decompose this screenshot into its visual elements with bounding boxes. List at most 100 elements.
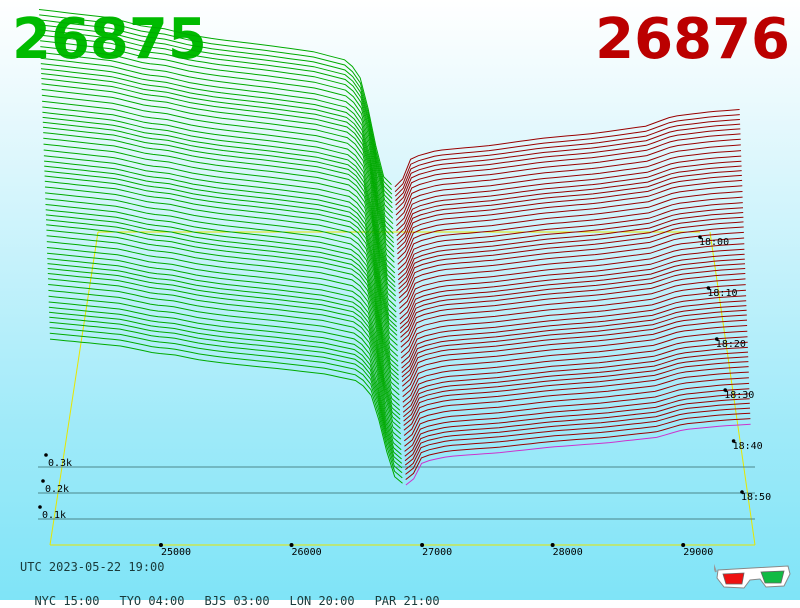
- time-tick-label: 18:50: [741, 492, 771, 503]
- bid-slice-line: [41, 78, 395, 248]
- ask-slice-line: [404, 393, 750, 457]
- bid-slice-line: [45, 204, 399, 362]
- bid-slice-line: [41, 89, 395, 258]
- bid-slice-line: [48, 306, 402, 455]
- bid-slice-line: [40, 68, 394, 239]
- bid-slice-line: [43, 132, 397, 297]
- ask-slice-line: [400, 268, 746, 338]
- ask-slice-line: [398, 216, 744, 290]
- ask-slice-line: [396, 150, 742, 227]
- time-tick-dot: [723, 388, 727, 392]
- volume-tick-label: 0.2k: [45, 484, 69, 495]
- ask-slice-line: [403, 361, 749, 426]
- bid-slice-line: [45, 209, 399, 367]
- bid-slice-line: [39, 14, 393, 190]
- city-times: NYC 15:00 TYO 04:00 BJS 03:00 LON 20:00 PAR …: [20, 580, 460, 608]
- ask-slice-line: [394, 119, 740, 197]
- bid-slice-line: [41, 83, 395, 253]
- volume-tick-label: 0.1k: [42, 510, 66, 521]
- bid-slice-line: [40, 63, 394, 235]
- bid-slice-line: [39, 34, 393, 209]
- ask-slice-line: [401, 300, 747, 369]
- ask-slice-line: [397, 202, 743, 276]
- time-tick-label: 18:20: [716, 339, 746, 350]
- bid-slice-line: [42, 126, 396, 292]
- ask-slice-line: [404, 388, 750, 452]
- 3d-glasses-icon[interactable]: [714, 560, 794, 592]
- bid-slice-line: [38, 9, 392, 186]
- ask-slice-line: [402, 336, 748, 403]
- x-tick-dot: [158, 543, 163, 547]
- time-tick-dot: [698, 235, 702, 239]
- ask-slice-line: [405, 407, 751, 470]
- ask-slice-line: [397, 191, 743, 265]
- bid-slice-line: [40, 52, 394, 225]
- ask-slice-line: [399, 243, 745, 315]
- bid-slice-line: [40, 40, 393, 214]
- bid-slice-line: [43, 143, 397, 307]
- bid-slice-line: [43, 155, 397, 318]
- bid-slice-line: [44, 186, 398, 346]
- x-ticks: 25000 26000 27000 28000 29000: [158, 543, 713, 558]
- city-time-par: PAR 21:00: [374, 594, 440, 608]
- ask-slice-line: [395, 123, 741, 201]
- bid-slice-line: [48, 289, 402, 440]
- x-tick-label: 25000: [161, 547, 191, 558]
- time-tick-label: 18:10: [707, 288, 737, 299]
- ask-slice-line: [401, 319, 748, 387]
- ask-slice-line: [398, 226, 744, 299]
- bid-slice-line: [44, 180, 398, 341]
- bid-slice-line: [45, 214, 399, 372]
- ask-slice-line: [400, 289, 746, 359]
- volume-gridlines: 0.1k 0.2k 0.3k: [38, 453, 755, 521]
- bid-slice-line: [46, 241, 400, 396]
- ask-slice-line: [403, 356, 749, 422]
- time-tick-label: 18:00: [699, 237, 729, 248]
- bid-slice-line: [43, 149, 397, 313]
- time-tick-dot: [715, 337, 719, 341]
- time-ticks: 18:00 18:10 18:20 18:30 18:40 18:50: [698, 235, 771, 503]
- ask-slice-line: [403, 351, 749, 418]
- ask-slice-line: [402, 325, 748, 392]
- ask-slice-line: [401, 305, 747, 373]
- bid-slice-line: [49, 332, 403, 479]
- x-tick-label: 27000: [422, 547, 452, 558]
- ask-slice-line: [402, 346, 748, 413]
- x-tick-label: 28000: [553, 547, 583, 558]
- ask-slice-line: [395, 144, 741, 221]
- ask-slice-line: [405, 423, 751, 486]
- time-tick-dot: [706, 286, 711, 290]
- bid-slice-line: [46, 247, 400, 401]
- ask-slice-line: [398, 231, 744, 304]
- ask-slice-line: [403, 371, 749, 436]
- ask-slice-line: [398, 212, 744, 285]
- bid-slice-line: [47, 252, 400, 406]
- bid-slice-line: [46, 229, 400, 385]
- ask-slice-line: [399, 248, 745, 320]
- ask-price: 26876: [595, 7, 790, 72]
- ask-slice-line: [397, 179, 743, 255]
- ask-slice-line: [397, 196, 743, 271]
- bid-slice-line: [44, 165, 398, 327]
- city-time-lon: LON 20:00: [289, 594, 355, 608]
- x-tick-label: 26000: [292, 547, 322, 558]
- bid-slice-line: [49, 316, 403, 464]
- x-tick-dot: [681, 543, 686, 547]
- x-tick-dot: [550, 543, 555, 547]
- ask-slice-line: [405, 412, 751, 475]
- ask-slice-line: [397, 207, 744, 281]
- bid-slice-line: [40, 46, 394, 219]
- bid-slice-line: [42, 100, 395, 269]
- ask-slice-line: [396, 165, 742, 241]
- city-time-bjs: BJS 03:00: [204, 594, 270, 608]
- ask-slice-line: [404, 398, 750, 462]
- bid-slice-line: [49, 327, 403, 474]
- city-time-nyc: NYC 15:00: [34, 594, 100, 608]
- ask-slice-line: [399, 263, 746, 334]
- bid-slice-line: [47, 258, 401, 411]
- ask-slice-line: [394, 109, 740, 188]
- ask-slice-line: [396, 170, 742, 246]
- volume-tick-dot: [41, 479, 45, 483]
- volume-tick-dot: [44, 453, 48, 457]
- ask-slice-line: [398, 221, 744, 294]
